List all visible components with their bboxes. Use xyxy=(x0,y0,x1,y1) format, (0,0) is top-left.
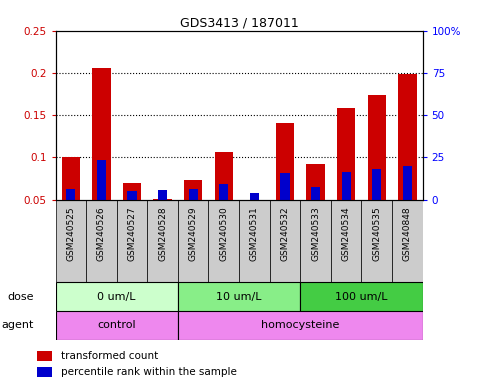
Text: GSM240532: GSM240532 xyxy=(281,206,289,261)
Bar xyxy=(56,311,178,340)
Text: 100 um/L: 100 um/L xyxy=(335,291,388,302)
Bar xyxy=(300,282,423,311)
Text: GSM240534: GSM240534 xyxy=(341,206,351,261)
Bar xyxy=(66,189,75,200)
Bar xyxy=(56,200,86,282)
Bar xyxy=(147,200,178,282)
Text: 0 um/L: 0 um/L xyxy=(98,291,136,302)
Bar xyxy=(280,173,290,200)
Text: agent: agent xyxy=(2,320,34,331)
Bar xyxy=(178,311,423,340)
Text: 10 um/L: 10 um/L xyxy=(216,291,262,302)
Text: GSM240535: GSM240535 xyxy=(372,206,381,261)
Bar xyxy=(123,183,141,200)
Bar xyxy=(306,164,325,200)
Bar xyxy=(178,282,300,311)
Bar xyxy=(97,160,106,200)
Bar xyxy=(239,200,270,282)
Bar xyxy=(392,200,423,282)
Bar xyxy=(188,189,198,200)
Text: GSM240528: GSM240528 xyxy=(158,206,167,261)
Bar xyxy=(178,200,209,282)
Bar xyxy=(214,152,233,200)
Bar xyxy=(117,200,147,282)
Bar xyxy=(209,200,239,282)
Bar xyxy=(341,172,351,200)
Bar xyxy=(184,180,202,200)
Bar xyxy=(368,95,386,200)
Text: GSM240526: GSM240526 xyxy=(97,206,106,261)
Text: GSM240533: GSM240533 xyxy=(311,206,320,261)
Text: transformed count: transformed count xyxy=(61,351,158,361)
Bar xyxy=(154,199,172,200)
Bar xyxy=(276,123,294,200)
Text: GSM240525: GSM240525 xyxy=(66,206,75,261)
Text: GSM240848: GSM240848 xyxy=(403,206,412,261)
Text: GSM240529: GSM240529 xyxy=(189,206,198,261)
Bar xyxy=(37,351,53,361)
Bar xyxy=(92,68,111,200)
Bar xyxy=(158,190,167,200)
Bar xyxy=(86,200,117,282)
Bar xyxy=(37,367,53,377)
Bar xyxy=(337,108,355,200)
Bar xyxy=(361,200,392,282)
Text: control: control xyxy=(98,320,136,331)
Bar xyxy=(62,157,80,200)
Bar xyxy=(250,193,259,200)
Text: percentile rank within the sample: percentile rank within the sample xyxy=(61,367,237,377)
Bar xyxy=(128,191,137,200)
Bar xyxy=(270,200,300,282)
Text: GSM240531: GSM240531 xyxy=(250,206,259,261)
Title: GDS3413 / 187011: GDS3413 / 187011 xyxy=(180,17,298,30)
Bar xyxy=(398,74,416,200)
Bar xyxy=(56,282,178,311)
Bar xyxy=(331,200,361,282)
Text: GSM240530: GSM240530 xyxy=(219,206,228,261)
Bar xyxy=(372,169,382,200)
Bar xyxy=(219,184,228,200)
Bar xyxy=(403,166,412,200)
Text: homocysteine: homocysteine xyxy=(261,320,340,331)
Text: GSM240527: GSM240527 xyxy=(128,206,137,261)
Bar xyxy=(300,200,331,282)
Text: dose: dose xyxy=(8,291,34,302)
Bar xyxy=(311,187,320,200)
